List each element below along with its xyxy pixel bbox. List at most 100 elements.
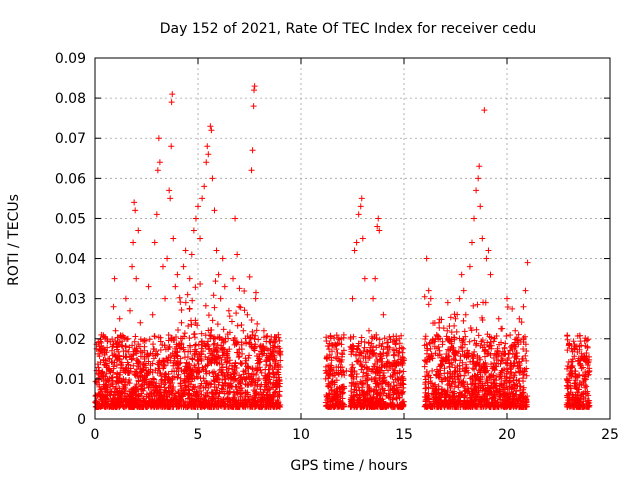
data-point (220, 339, 227, 346)
data-point (377, 351, 384, 358)
data-point (350, 333, 357, 340)
data-point (389, 399, 396, 406)
data-point (348, 373, 355, 380)
data-point (240, 327, 247, 334)
data-point (423, 384, 430, 391)
data-point (272, 381, 279, 388)
data-point (364, 348, 371, 355)
data-point (522, 352, 529, 359)
data-point (476, 354, 483, 361)
data-point (110, 303, 117, 310)
data-point (263, 356, 270, 363)
data-point (368, 340, 375, 347)
y-tick-label: 0.04 (55, 252, 86, 268)
data-point (96, 391, 103, 398)
x-tick-label: 15 (395, 427, 413, 443)
data-point (96, 383, 103, 390)
data-point (154, 361, 161, 368)
data-point (399, 389, 406, 396)
data-point (127, 353, 134, 360)
data-point (375, 384, 382, 391)
data-point (159, 263, 166, 270)
data-point (276, 337, 283, 344)
data-point (127, 307, 134, 314)
data-point (422, 379, 429, 386)
data-point (274, 343, 281, 350)
data-point (190, 398, 197, 405)
data-point (182, 366, 189, 373)
data-point (461, 328, 468, 335)
data-point (130, 403, 137, 410)
data-point (502, 340, 509, 347)
data-point (189, 355, 196, 362)
data-point (153, 348, 160, 355)
data-point (493, 351, 500, 358)
data-point (246, 339, 253, 346)
data-point (262, 381, 269, 388)
data-point (205, 354, 212, 361)
data-point (215, 371, 222, 378)
data-point (185, 383, 192, 390)
data-point (108, 374, 115, 381)
data-point (166, 380, 173, 387)
data-point (390, 402, 397, 409)
data-point (95, 350, 102, 357)
data-point (222, 402, 229, 409)
data-point (188, 374, 195, 381)
data-point (395, 375, 402, 382)
data-point (379, 340, 386, 347)
data-point (390, 333, 397, 340)
data-point (456, 389, 463, 396)
data-point (439, 378, 446, 385)
data-point (189, 375, 196, 382)
data-point (241, 393, 248, 400)
data-point (165, 384, 172, 391)
data-point (158, 373, 165, 380)
data-point (107, 338, 114, 345)
data-point (146, 336, 153, 343)
data-point (130, 348, 137, 355)
data-point (128, 356, 135, 363)
data-point (133, 398, 140, 405)
data-point (135, 341, 142, 348)
data-point (333, 342, 340, 349)
data-point (198, 345, 205, 352)
data-point (242, 403, 249, 410)
data-point (268, 350, 275, 357)
data-point (113, 378, 120, 385)
data-point (439, 341, 446, 348)
data-point (351, 247, 358, 254)
data-point (364, 388, 371, 395)
data-point (230, 394, 237, 401)
data-point (191, 352, 198, 358)
data-point (259, 351, 266, 358)
data-point (399, 354, 406, 361)
data-point (393, 347, 400, 354)
data-point (335, 393, 342, 400)
data-point (260, 402, 267, 409)
data-point (156, 365, 163, 372)
data-point (251, 87, 258, 94)
data-point (479, 314, 486, 321)
data-point (154, 351, 161, 358)
data-point (359, 384, 366, 391)
data-point (239, 360, 246, 367)
data-point (359, 373, 366, 380)
data-point (228, 374, 235, 381)
data-point (135, 227, 142, 234)
data-point (110, 369, 117, 376)
data-point (210, 292, 217, 299)
data-point (170, 337, 177, 344)
data-point (205, 312, 212, 319)
data-point (488, 361, 495, 368)
data-point (324, 402, 331, 409)
data-point (149, 390, 156, 397)
data-point (103, 349, 110, 356)
grid-lines (95, 58, 610, 419)
data-point (116, 403, 123, 410)
data-point (175, 327, 182, 334)
data-point (186, 342, 193, 349)
data-point (224, 394, 231, 401)
data-point (211, 384, 218, 391)
data-point (202, 332, 209, 339)
